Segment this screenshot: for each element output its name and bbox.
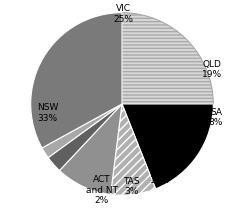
Text: ACT
and NT
2%: ACT and NT 2% — [86, 175, 118, 205]
Wedge shape — [111, 104, 156, 195]
Text: WA
10%: WA 10% — [150, 166, 170, 185]
Text: TAS
3%: TAS 3% — [123, 177, 139, 196]
Wedge shape — [42, 104, 122, 158]
Wedge shape — [31, 13, 122, 148]
Wedge shape — [122, 104, 213, 189]
Text: VIC
25%: VIC 25% — [114, 4, 134, 24]
Text: QLD
19%: QLD 19% — [202, 60, 223, 79]
Wedge shape — [122, 13, 213, 104]
Text: NSW
33%: NSW 33% — [37, 103, 58, 123]
Wedge shape — [60, 104, 122, 194]
Wedge shape — [48, 104, 122, 171]
Text: SA
8%: SA 8% — [209, 108, 223, 127]
